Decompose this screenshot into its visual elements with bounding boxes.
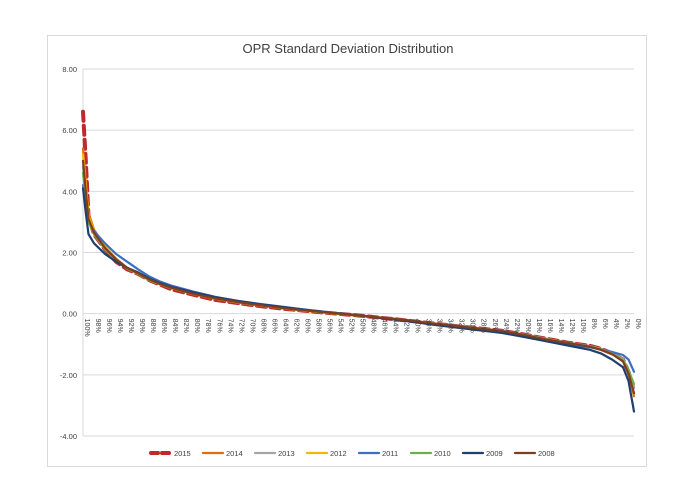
y-axis-ticks: 8.00 6.00 4.00 2.00 0.00 -2.00 -4.00 — [60, 65, 77, 441]
x-tick-label: 94% — [116, 319, 123, 333]
line-chart: OPR Standard Deviation Distribution 8.00… — [60, 41, 641, 458]
y-tick-label: 4.00 — [62, 187, 77, 196]
x-tick-label: 70% — [248, 319, 255, 333]
legend-label-2015: 2015 — [174, 449, 191, 458]
x-tick-label: 60% — [303, 319, 310, 333]
legend-label-2014: 2014 — [226, 449, 243, 458]
x-tick-label: 38% — [425, 319, 432, 333]
x-tick-label: 84% — [171, 319, 178, 333]
y-tick-label: -4.00 — [60, 432, 77, 441]
series-line-2010 — [81, 171, 636, 386]
series-lines — [81, 109, 636, 413]
x-tick-label: 12% — [568, 319, 575, 333]
x-tick-label: 22% — [513, 319, 520, 333]
x-tick-label: 0% — [634, 319, 641, 329]
x-tick-label: 80% — [193, 319, 200, 333]
x-tick-label: 4% — [612, 319, 619, 329]
series-line-2008 — [81, 159, 636, 395]
x-tick-label: 100% — [83, 319, 90, 337]
x-tick-label: 54% — [336, 319, 343, 333]
x-tick-label: 24% — [502, 319, 509, 333]
x-tick-label: 66% — [270, 319, 277, 333]
x-tick-label: 56% — [325, 319, 332, 333]
x-tick-label: 88% — [149, 319, 156, 333]
x-tick-label: 16% — [546, 319, 553, 333]
x-tick-label: 52% — [347, 319, 354, 333]
x-tick-label: 34% — [447, 319, 454, 333]
legend-label-2009: 2009 — [486, 449, 503, 458]
x-tick-label: 18% — [535, 319, 542, 333]
x-tick-label: 68% — [259, 319, 266, 333]
x-tick-label: 32% — [458, 319, 465, 333]
x-tick-label: 44% — [392, 319, 399, 333]
legend-label-2008: 2008 — [538, 449, 555, 458]
x-tick-label: 46% — [381, 319, 388, 333]
legend-label-2011: 2011 — [382, 449, 398, 458]
x-tick-label: 42% — [403, 319, 410, 333]
legend-label-2010: 2010 — [434, 449, 451, 458]
x-tick-label: 26% — [491, 319, 498, 333]
x-tick-label: 2% — [623, 319, 630, 329]
y-tick-label: 2.00 — [62, 249, 77, 258]
y-tick-label: 0.00 — [62, 310, 77, 319]
x-tick-label: 30% — [469, 319, 476, 333]
legend: 2015 2014 2013 2012 2011 2010 2009 2008 — [149, 449, 555, 458]
series-line-2014 — [81, 147, 636, 398]
x-tick-label: 10% — [579, 319, 586, 333]
x-tick-label: 92% — [127, 319, 134, 333]
x-tick-label: 74% — [226, 319, 233, 333]
x-tick-label: 82% — [182, 319, 189, 333]
x-tick-label: 86% — [160, 319, 167, 333]
y-tick-label: 8.00 — [62, 65, 77, 74]
y-tick-label: -2.00 — [60, 371, 77, 380]
x-tick-label: 8% — [590, 319, 597, 329]
x-tick-label: 78% — [204, 319, 211, 333]
x-tick-label: 6% — [601, 319, 608, 329]
series-line-2009 — [81, 187, 636, 413]
legend-label-2012: 2012 — [330, 449, 347, 458]
series-line-2011 — [81, 184, 636, 373]
x-tick-label: 36% — [436, 319, 443, 333]
x-tick-label: 14% — [557, 319, 564, 333]
x-tick-label: 40% — [414, 319, 421, 333]
gridlines — [82, 68, 634, 437]
x-tick-label: 72% — [237, 319, 244, 333]
chart-title: OPR Standard Deviation Distribution — [243, 41, 454, 56]
x-tick-label: 90% — [138, 319, 145, 333]
series-line-2013 — [81, 165, 636, 389]
series-line-2012 — [81, 153, 636, 395]
x-tick-label: 50% — [359, 319, 366, 333]
x-tick-label: 58% — [314, 319, 321, 333]
x-tick-label: 28% — [480, 319, 487, 333]
x-axis-ticks: 100% 98% 96% 94% 92% 90% 88% 86% 84% 82% 80% 78% 76%… — [83, 319, 641, 337]
x-tick-label: 64% — [281, 319, 288, 333]
x-tick-label: 62% — [292, 319, 299, 333]
y-tick-label: 6.00 — [62, 126, 77, 135]
x-tick-label: 20% — [524, 319, 531, 333]
x-tick-label: 98% — [94, 319, 101, 333]
x-tick-label: 96% — [105, 319, 112, 333]
chart-area: OPR Standard Deviation Distribution 8.00… — [47, 35, 647, 467]
x-tick-label: 76% — [215, 319, 222, 333]
series-line-2015 — [81, 109, 636, 393]
x-tick-label: 48% — [370, 319, 377, 333]
legend-label-2013: 2013 — [278, 449, 295, 458]
